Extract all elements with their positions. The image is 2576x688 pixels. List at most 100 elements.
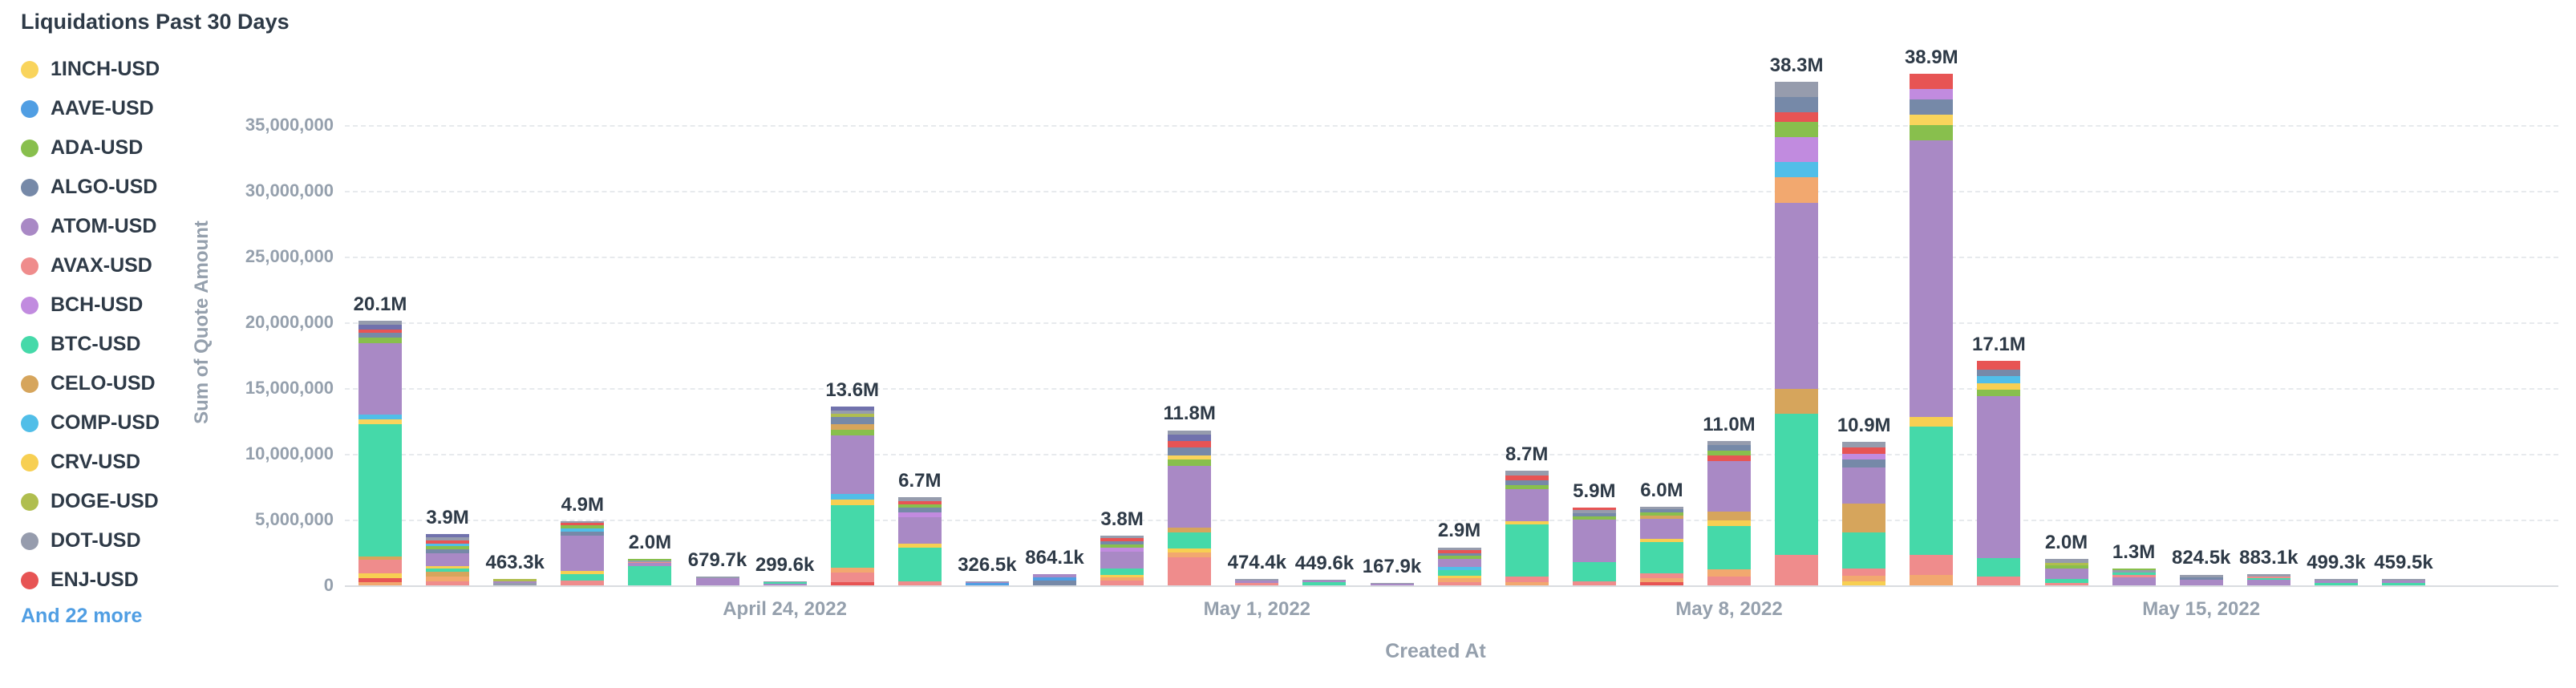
bar[interactable] xyxy=(1572,508,1616,585)
bar-segment[interactable] xyxy=(1910,140,1954,417)
bar-segment[interactable] xyxy=(561,574,605,581)
bar[interactable] xyxy=(561,520,605,585)
bar-segment[interactable] xyxy=(1505,521,1549,525)
bar-segment[interactable] xyxy=(897,500,942,504)
bar-segment[interactable] xyxy=(1775,162,1819,178)
bar-segment[interactable] xyxy=(1910,89,1954,100)
bar[interactable] xyxy=(2314,578,2358,585)
bar-segment[interactable] xyxy=(1910,554,1954,576)
bar[interactable] xyxy=(2246,573,2290,585)
bar-segment[interactable] xyxy=(2112,573,2156,576)
bar-segment[interactable] xyxy=(2314,582,2358,585)
bar-segment[interactable] xyxy=(358,338,402,343)
bar[interactable] xyxy=(2044,559,2088,585)
bar-segment[interactable] xyxy=(1977,558,2021,577)
bar-segment[interactable] xyxy=(1168,455,1212,460)
bar-segment[interactable] xyxy=(1437,566,1481,570)
legend-item[interactable]: DOGE-USD xyxy=(21,482,160,521)
bar-segment[interactable] xyxy=(1168,552,1212,558)
bar-segment[interactable] xyxy=(1910,99,1954,115)
bar-segment[interactable] xyxy=(1505,480,1549,485)
bar-segment[interactable] xyxy=(1977,369,2021,377)
bar-segment[interactable] xyxy=(1707,445,1751,451)
bar-segment[interactable] xyxy=(1505,484,1549,490)
bar-segment[interactable] xyxy=(763,583,807,585)
bar-segment[interactable] xyxy=(493,579,537,581)
bar-segment[interactable] xyxy=(1842,575,1886,581)
bar-segment[interactable] xyxy=(628,561,672,564)
legend-item[interactable]: COMP-USD xyxy=(21,403,160,443)
bar-segment[interactable] xyxy=(2179,574,2223,577)
bar-segment[interactable] xyxy=(1842,459,1886,468)
bar-segment[interactable] xyxy=(1168,441,1212,447)
bar-segment[interactable] xyxy=(1100,535,1144,539)
bar-segment[interactable] xyxy=(1572,516,1616,520)
bar[interactable] xyxy=(1775,82,1819,585)
bar-segment[interactable] xyxy=(1775,389,1819,415)
bar-segment[interactable] xyxy=(1100,569,1144,575)
bar[interactable] xyxy=(628,559,672,585)
legend-item[interactable]: ATOM-USD xyxy=(21,207,160,246)
bar-segment[interactable] xyxy=(1100,580,1144,585)
bar-segment[interactable] xyxy=(1168,466,1212,528)
bar[interactable] xyxy=(830,407,874,585)
bar[interactable] xyxy=(2112,568,2156,585)
bar-segment[interactable] xyxy=(1842,447,1886,454)
bar-segment[interactable] xyxy=(1775,137,1819,163)
bar-segment[interactable] xyxy=(1033,573,1076,578)
bar-segment[interactable] xyxy=(1437,552,1481,556)
bar-segment[interactable] xyxy=(561,532,605,536)
bar-segment[interactable] xyxy=(1572,508,1616,511)
bar-segment[interactable] xyxy=(830,413,874,418)
bar-segment[interactable] xyxy=(1977,396,2021,559)
bar-segment[interactable] xyxy=(897,497,942,501)
bar-segment[interactable] xyxy=(1100,538,1144,542)
bar-segment[interactable] xyxy=(358,414,402,419)
bar[interactable] xyxy=(1842,442,1886,585)
bar-segment[interactable] xyxy=(1100,551,1144,569)
bar-segment[interactable] xyxy=(1775,555,1819,585)
bar-segment[interactable] xyxy=(1437,578,1481,583)
bar-segment[interactable] xyxy=(2044,563,2088,566)
bar[interactable] xyxy=(1302,579,1347,585)
bar-segment[interactable] xyxy=(1505,471,1549,476)
bar-segment[interactable] xyxy=(830,504,874,568)
bar-segment[interactable] xyxy=(1639,541,1683,574)
bar-segment[interactable] xyxy=(1168,532,1212,548)
bar[interactable] xyxy=(1033,573,1076,585)
bar-segment[interactable] xyxy=(1977,576,2021,585)
bar-segment[interactable] xyxy=(358,582,402,585)
legend-item[interactable]: BTC-USD xyxy=(21,325,160,364)
bar-segment[interactable] xyxy=(830,407,874,411)
bar-segment[interactable] xyxy=(1370,583,1414,585)
bar-segment[interactable] xyxy=(1033,580,1076,585)
legend-item[interactable]: AVAX-USD xyxy=(21,246,160,285)
bar-segment[interactable] xyxy=(1302,581,1347,583)
bar[interactable] xyxy=(1370,583,1414,585)
bar-segment[interactable] xyxy=(1168,548,1212,553)
bar-segment[interactable] xyxy=(1639,539,1683,542)
bar-segment[interactable] xyxy=(1505,524,1549,577)
bar-segment[interactable] xyxy=(1505,576,1549,582)
bar-segment[interactable] xyxy=(763,581,807,583)
bar-segment[interactable] xyxy=(1639,582,1683,585)
bar[interactable] xyxy=(695,576,739,585)
bar-segment[interactable] xyxy=(1775,122,1819,138)
bar-segment[interactable] xyxy=(426,571,470,577)
bar-segment[interactable] xyxy=(358,578,402,583)
bar-segment[interactable] xyxy=(1842,467,1886,504)
bar[interactable] xyxy=(763,581,807,585)
bar-segment[interactable] xyxy=(1100,547,1144,552)
bar-segment[interactable] xyxy=(2314,580,2358,583)
bar-segment[interactable] xyxy=(1168,447,1212,455)
bar-segment[interactable] xyxy=(2044,578,2088,583)
bar-segment[interactable] xyxy=(1910,115,1954,125)
bar-segment[interactable] xyxy=(1910,416,1954,427)
bar[interactable] xyxy=(1235,579,1279,585)
bar-segment[interactable] xyxy=(965,583,1009,585)
legend-item[interactable]: ADA-USD xyxy=(21,128,160,168)
bar-segment[interactable] xyxy=(1842,504,1886,532)
bar-segment[interactable] xyxy=(628,566,672,585)
bar-segment[interactable] xyxy=(561,523,605,526)
bar-segment[interactable] xyxy=(358,573,402,579)
